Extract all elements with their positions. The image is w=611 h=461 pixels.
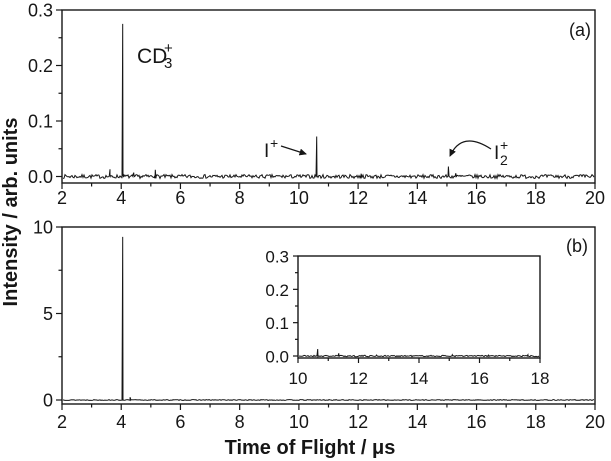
x-tick-label: 6	[175, 412, 185, 432]
panel-a-plot: 2 4 6 8 10 12 14 16 18 20 0.0 0.1 0.2 0.3	[28, 1, 605, 209]
x-tick-label: 16	[467, 188, 487, 208]
x-axis-title: Time of Flight / μs	[225, 437, 396, 459]
x-tick-label: 18	[526, 412, 546, 432]
panel-b-tag: (b)	[566, 236, 588, 256]
x-tick-label: 2	[57, 412, 67, 432]
cd3-label-subscript: 3	[164, 55, 172, 72]
y-tick-label: 10	[33, 218, 53, 238]
i-plus-peak-annotation: I +	[264, 135, 307, 162]
i-plus-label-superscript: +	[270, 135, 278, 151]
cd3-label-base: CD	[137, 45, 167, 68]
x-tick-label: 8	[235, 412, 245, 432]
x-tick-label: 14	[407, 412, 427, 432]
x-tick-label: 18	[526, 188, 546, 208]
y-tick-label: 0.3	[28, 1, 53, 21]
i2-plus-label-superscript: +	[500, 137, 508, 153]
y-tick-label: 0.3	[265, 248, 289, 267]
y-tick-label: 0.2	[265, 281, 289, 300]
x-tick-label: 14	[407, 188, 427, 208]
y-tick-label: 5	[43, 304, 53, 324]
spectrum-trace	[299, 348, 540, 359]
x-tick-label: 10	[289, 412, 309, 432]
panel-frame	[61, 9, 596, 184]
y-tick-label: 0.0	[265, 348, 289, 367]
x-tick-label: 12	[348, 412, 368, 432]
spectrum-trace	[62, 23, 595, 181]
panel-frame	[297, 255, 541, 359]
x-tick-label: 4	[116, 188, 126, 208]
y-tick-label: 0.1	[28, 112, 53, 132]
panel-frame	[61, 226, 596, 405]
y-axis-title: Intensity / arb. units	[0, 118, 22, 307]
i2-plus-label-base: I	[494, 143, 499, 164]
x-tick-label: 8	[235, 188, 245, 208]
panel-a-tag: (a)	[569, 20, 591, 40]
x-tick-label: 6	[175, 188, 185, 208]
x-tick-label: 14	[410, 369, 429, 388]
x-tick-label: 16	[470, 369, 489, 388]
x-tick-label: 16	[467, 412, 487, 432]
i2-plus-arrow	[449, 140, 492, 157]
spectrum-trace	[62, 236, 595, 402]
x-tick-label: 18	[531, 369, 550, 388]
x-tick-label: 20	[585, 188, 605, 208]
y-tick-label: 0.2	[28, 56, 53, 76]
x-tick-label: 4	[116, 412, 126, 432]
y-tick-label: 0.0	[28, 167, 53, 187]
y-tick-label: 0	[43, 391, 53, 411]
x-tick-label: 12	[348, 188, 368, 208]
x-tick-label: 10	[289, 369, 308, 388]
inset-plot: 10 12 14 16 18 0.0 0.1 0.2 0.3	[265, 248, 549, 388]
x-tick-label: 2	[57, 188, 67, 208]
i-plus-arrow	[280, 145, 307, 156]
cd3-peak-annotation: CD 3 +	[137, 40, 173, 72]
x-tick-label: 20	[585, 412, 605, 432]
i-plus-label-base: I	[264, 141, 269, 162]
i2-plus-label-subscript: 2	[500, 152, 508, 168]
cd3-label-superscript: +	[164, 40, 173, 57]
x-tick-label: 12	[349, 369, 368, 388]
y-tick-label: 0.1	[265, 314, 289, 333]
panel-b-plot: 2 4 6 8 10 12 14 16 18 20 0 5 10	[33, 218, 605, 433]
i2-plus-peak-annotation: I 2 +	[449, 137, 508, 168]
x-tick-label: 10	[289, 188, 309, 208]
